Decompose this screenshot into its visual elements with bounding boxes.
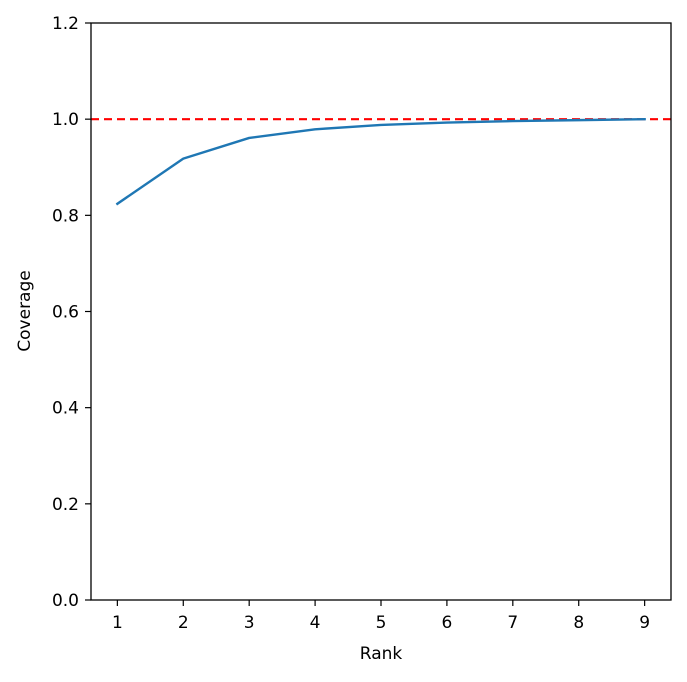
- x-axis-label: Rank: [360, 644, 403, 664]
- coverage-series-line: [117, 119, 644, 204]
- x-axis: 1 2 3 4 5 6 7 8 9: [112, 600, 650, 633]
- y-tick-label: 0.8: [52, 206, 79, 226]
- y-tick-label: 0.4: [52, 399, 79, 419]
- x-tick-label: 8: [573, 613, 584, 633]
- series-lines: [117, 119, 644, 204]
- x-tick-label: 4: [310, 613, 321, 633]
- plot-frame: [91, 23, 671, 600]
- y-tick-label: 0.6: [52, 303, 79, 323]
- x-tick-label: 2: [178, 613, 189, 633]
- y-axis-label: Coverage: [15, 270, 35, 351]
- y-axis: 0.0 0.2 0.4 0.6 0.8 1.0 1.2: [52, 14, 91, 611]
- x-tick-label: 7: [507, 613, 518, 633]
- x-tick-label: 5: [376, 613, 387, 633]
- x-tick-label: 9: [639, 613, 650, 633]
- x-tick-label: 1: [112, 613, 123, 633]
- y-tick-label: 1.0: [52, 110, 79, 130]
- x-tick-label: 3: [244, 613, 255, 633]
- y-tick-label: 0.0: [52, 591, 79, 611]
- y-tick-label: 0.2: [52, 495, 79, 515]
- y-tick-label: 1.2: [52, 14, 79, 34]
- x-tick-label: 6: [441, 613, 452, 633]
